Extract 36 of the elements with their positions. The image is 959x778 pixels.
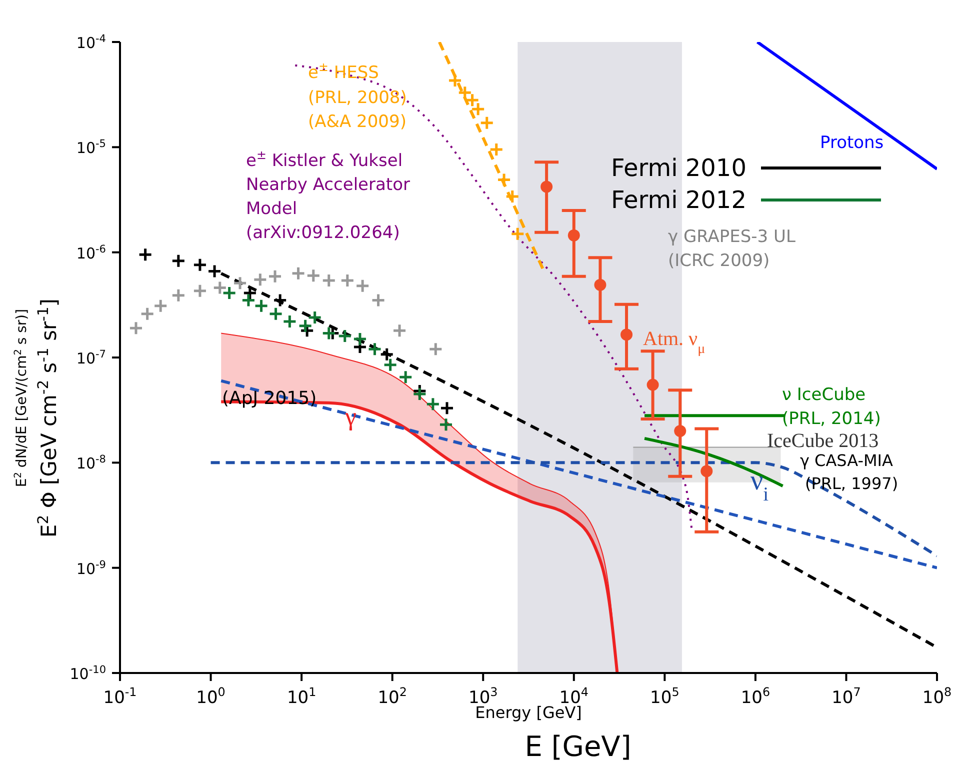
x-tick-label: 10$^{2}$ xyxy=(378,685,407,708)
annotation: γ CASA-MIA xyxy=(800,451,894,470)
annotation: ν IceCube xyxy=(782,385,866,405)
annotation: (ICRC 2009) xyxy=(668,251,770,271)
annotation: (PRL, 2014) xyxy=(782,409,881,429)
annotation: γ xyxy=(344,402,356,431)
legend-label: Fermi 2010 xyxy=(611,154,746,182)
annotation: Nearby Accelerator xyxy=(246,175,410,195)
annotation: γ GRAPES-3 UL xyxy=(668,227,796,247)
x-tick-label: 10$^{0}$ xyxy=(196,685,226,708)
x-axis-title: Energy [GeV] xyxy=(475,703,582,722)
x-tick-label: 10$^{1}$ xyxy=(286,685,316,708)
annotation: Atm. ν$_{μ}$ xyxy=(643,328,706,356)
annotation: IceCube 2013 xyxy=(767,430,879,452)
y-tick-label: 10$^{-5}$ xyxy=(76,138,106,158)
legend-label: Fermi 2012 xyxy=(611,186,746,214)
x-tick-label: 10$^{5}$ xyxy=(650,685,680,708)
x-tick-label: 10$^{8}$ xyxy=(922,685,952,708)
annotation: (A&A 2009) xyxy=(308,112,406,132)
annotation: (PRL, 2008) xyxy=(308,88,407,108)
annotation: e$^{±}$ HESS xyxy=(308,60,379,83)
x-tick-label: 10$^{7}$ xyxy=(832,685,861,708)
annotation: (arXiv:0912.0264) xyxy=(246,223,400,243)
series-label: ν$_{i}$ xyxy=(750,466,770,506)
y-tick-label: 10$^{-10}$ xyxy=(70,664,106,683)
annotation: Protons xyxy=(820,133,884,153)
y-tick-label: 10$^{-6}$ xyxy=(76,243,106,262)
text: E [GeV] xyxy=(524,730,632,763)
y-tick-label: 10$^{-9}$ xyxy=(76,558,106,578)
annotation: e$^{±}$ Kistler & Yuksel xyxy=(246,148,403,171)
y-tick-label: 10$^{-4}$ xyxy=(76,33,106,52)
y-tick-label: 10$^{-8}$ xyxy=(76,454,106,473)
annotation: Model xyxy=(246,199,298,219)
x-tick-label: 10$^{-1}$ xyxy=(103,685,137,708)
y-tick-label: 10$^{-7}$ xyxy=(76,348,106,368)
x-tick-label: 10$^{6}$ xyxy=(740,685,770,708)
